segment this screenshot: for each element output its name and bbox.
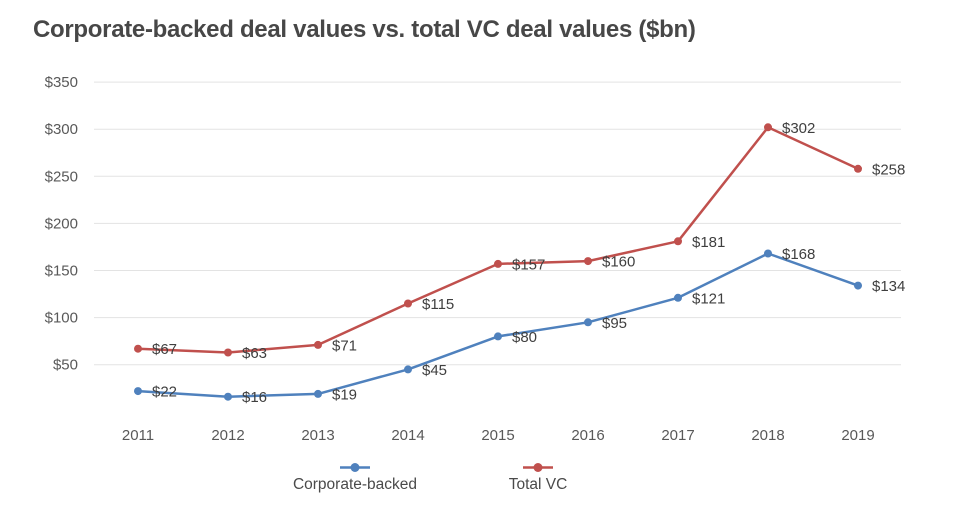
- x-tick-label: 2015: [481, 427, 514, 444]
- data-label-corporate-backed: $22: [152, 384, 177, 401]
- data-label-total-vc: $258: [872, 161, 905, 178]
- data-point-total-vc: [494, 259, 502, 268]
- data-point-total-vc: [764, 123, 772, 132]
- legend-label-total-vc: Total VC: [508, 476, 568, 493]
- y-tick-label: $150: [45, 263, 78, 280]
- data-point-total-vc: [854, 164, 862, 173]
- data-label-corporate-backed: $19: [332, 386, 357, 403]
- data-label-corporate-backed: $168: [782, 246, 815, 263]
- x-tick-label: 2017: [661, 427, 694, 444]
- data-point-corporate-backed: [134, 387, 142, 396]
- x-tick-label: 2014: [391, 427, 424, 444]
- y-tick-label: $50: [53, 357, 78, 374]
- data-label-corporate-backed: $16: [242, 389, 267, 406]
- data-label-total-vc: $302: [782, 120, 815, 137]
- data-point-corporate-backed: [404, 365, 412, 374]
- data-label-total-vc: $63: [242, 345, 267, 362]
- y-tick-label: $250: [45, 168, 78, 185]
- data-label-total-vc: $157: [512, 256, 545, 273]
- series-line-corporate-backed: [136, 252, 860, 398]
- x-tick-label: 2019: [841, 427, 874, 444]
- data-label-total-vc: $115: [422, 296, 454, 313]
- data-label-total-vc: $160: [602, 254, 635, 271]
- data-point-corporate-backed: [674, 293, 682, 302]
- line-chart: $50 $100 $150 $200 $250 $300 $350 2011 2012 2013 2…: [45, 74, 906, 444]
- y-tick-label: $300: [45, 121, 78, 138]
- data-point-total-vc: [674, 237, 682, 246]
- data-point-total-vc: [224, 348, 232, 357]
- data-point-corporate-backed: [854, 281, 862, 290]
- legend-label-corporate-backed: Corporate-backed: [292, 476, 418, 493]
- x-tick-label: 2013: [301, 427, 334, 444]
- legend-marker-corporate-backed-icon: [340, 463, 370, 472]
- legend-item-total-vc: Total VC: [478, 462, 598, 494]
- data-point-total-vc: [314, 340, 322, 349]
- data-label-total-vc: $67: [152, 341, 177, 358]
- data-point-total-vc: [404, 299, 412, 308]
- data-point-corporate-backed: [224, 392, 232, 401]
- y-tick-label: $100: [45, 310, 78, 327]
- data-label-total-vc: $71: [332, 337, 357, 354]
- x-tick-label: 2016: [571, 427, 604, 444]
- data-point-corporate-backed: [314, 389, 322, 398]
- data-label-corporate-backed: $134: [872, 278, 905, 295]
- data-point-corporate-backed: [584, 318, 592, 327]
- data-point-corporate-backed: [494, 332, 502, 341]
- x-tick-label: 2012: [211, 427, 244, 444]
- chart-legend: Corporate-backed Total VC: [0, 462, 969, 507]
- data-point-total-vc: [584, 257, 592, 266]
- data-label-corporate-backed: $121: [692, 290, 725, 307]
- legend-marker-total-vc-icon: [523, 463, 553, 472]
- data-label-corporate-backed: $45: [422, 362, 447, 379]
- data-point-corporate-backed: [764, 249, 772, 258]
- data-label-corporate-backed: $80: [512, 329, 537, 346]
- data-label-corporate-backed: $95: [602, 315, 627, 332]
- y-tick-label: $200: [45, 215, 78, 232]
- series-line-total-vc: [136, 126, 860, 354]
- data-label-total-vc: $181: [692, 234, 725, 251]
- chart-title: Corporate-backed deal values vs. total V…: [33, 16, 696, 43]
- x-tick-label: 2011: [122, 427, 154, 444]
- data-point-total-vc: [134, 344, 142, 353]
- legend-item-corporate-backed: Corporate-backed: [275, 462, 435, 494]
- y-tick-label: $350: [45, 74, 78, 91]
- x-tick-label: 2018: [751, 427, 784, 444]
